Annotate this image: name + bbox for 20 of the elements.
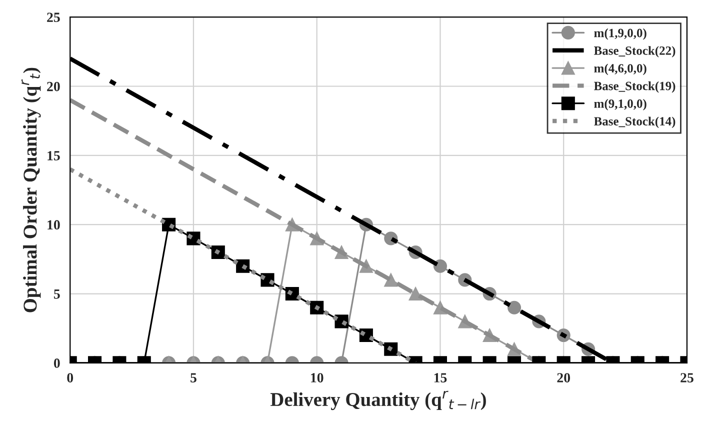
y-tick-label: 10 (48, 220, 60, 230)
y-axis-title: Optimal Order Quantity (q$^{r}$$_{t}$) (21, 68, 41, 312)
legend-label: Base_Stock(14) (594, 116, 676, 128)
y-tick-label: 0 (54, 358, 60, 368)
legend-label: m(9,1,0,0) (594, 99, 646, 110)
y-tick-label: 5 (54, 290, 60, 299)
x-tick-label: 0 (67, 373, 74, 382)
x-tick-label: 15 (434, 373, 447, 382)
legend-label: m(1,9,0,0) (594, 28, 646, 40)
x-tick-label: 5 (190, 373, 196, 382)
legend-label: Base_Stock(22) (594, 46, 676, 58)
x-tick-label: 20 (557, 373, 570, 382)
y-tick-label: 25 (47, 12, 60, 22)
legend-label: m(4,6,0,0) (594, 64, 646, 76)
x-axis-title: Delivery Quantity (q$^{r}$$_{t−lr}$) (270, 390, 486, 410)
x-tick-label: 10 (311, 373, 324, 382)
x-tick-label: 25 (680, 373, 694, 382)
y-tick-label: 15 (48, 151, 60, 160)
y-tick-label: 20 (47, 82, 60, 92)
legend-label: Base_Stock(19) (594, 81, 676, 93)
